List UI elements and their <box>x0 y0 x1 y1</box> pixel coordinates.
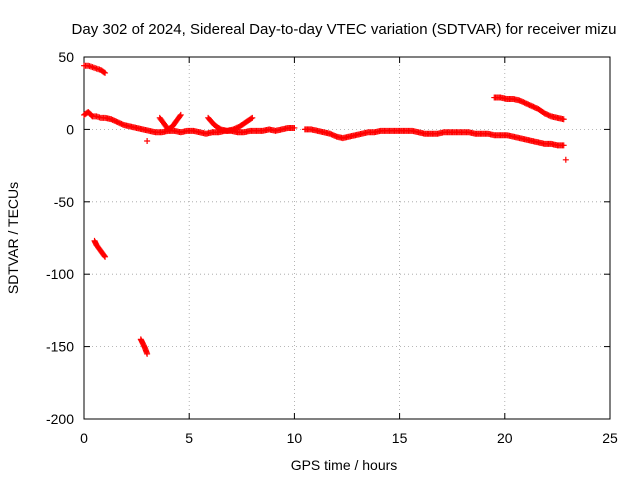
data-point <box>560 142 567 149</box>
axis-ticks: 0 5 10 15 20 25 50 0 -50 -100 -150 -200 <box>46 49 618 446</box>
data-point <box>177 111 184 118</box>
x-tick-label: 15 <box>392 430 408 446</box>
data-point <box>562 156 569 163</box>
data-point <box>144 137 151 144</box>
series-arc-neg150 <box>137 336 151 357</box>
data-point <box>144 350 151 357</box>
data-point <box>249 114 256 121</box>
x-tick-label: 0 <box>80 430 88 446</box>
x-axis-label: GPS time / hours <box>291 457 398 473</box>
chart-title: Day 302 of 2024, Sidereal Day-to-day VTE… <box>72 21 617 38</box>
data-point <box>560 116 567 123</box>
y-tick-label: -150 <box>46 339 74 355</box>
x-tick-label: 5 <box>185 430 193 446</box>
data-point <box>101 252 108 259</box>
y-tick-label: 50 <box>58 49 74 65</box>
x-tick-label: 25 <box>602 430 618 446</box>
y-tick-label: -50 <box>54 194 74 210</box>
data-point <box>102 69 109 76</box>
data-point <box>176 113 183 120</box>
series-arc-v-1 <box>156 111 184 133</box>
series-arc-v-2 <box>205 114 256 134</box>
data-point <box>100 69 107 76</box>
plot-frame <box>83 56 611 420</box>
grid-lines <box>84 57 610 419</box>
series-arc-main-2 <box>301 126 567 149</box>
series-arc-high-start <box>81 62 109 76</box>
data-point <box>291 124 298 131</box>
series-arc-neg80 <box>91 237 109 260</box>
x-tick-label: 20 <box>497 430 513 446</box>
y-tick-label: -200 <box>46 411 74 427</box>
series-isolated <box>144 137 569 163</box>
y-tick-label: 0 <box>66 121 74 137</box>
y-tick-label: -100 <box>46 266 74 282</box>
y-axis-label: SDTVAR / TECUs <box>5 182 21 294</box>
x-tick-label: 10 <box>287 430 303 446</box>
data-point <box>102 253 109 260</box>
data-points <box>81 62 569 357</box>
data-point <box>248 115 255 122</box>
series-arc-late-high <box>491 94 567 123</box>
